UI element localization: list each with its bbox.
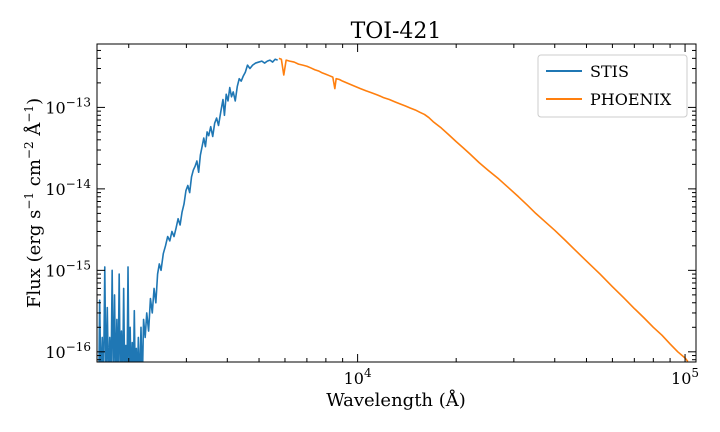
y-axis-label-prefix: Flux (erg s [24, 210, 45, 308]
x-axis-label: Wavelength (Å) [326, 389, 466, 411]
y-tick-label: 10−13 [45, 95, 91, 117]
y-axis-label-exp3: −1 [22, 105, 36, 123]
y-tick-label: 10−15 [45, 258, 91, 280]
chart-title: TOI-421 [351, 19, 442, 44]
legend: STIS PHOENIX [537, 54, 688, 118]
legend-label-phoenix: PHOENIX [590, 90, 672, 109]
series-line-phoenix [278, 57, 689, 362]
y-tick-label: 10−16 [45, 340, 91, 362]
y-axis-label-exp1: −1 [22, 192, 36, 210]
y-axis-label-exp2: −2 [22, 141, 36, 159]
series-layer [98, 57, 689, 362]
y-axis-label-mid1: cm [24, 159, 45, 192]
y-axis-label-mid2: Å [23, 122, 45, 142]
legend-label-stis: STIS [590, 62, 629, 81]
ticks-layer: 104 105 10−16 10−15 10−14 10−13 [45, 44, 699, 388]
y-axis-label: Flux (erg s−1 cm−2 Å−1) [22, 98, 45, 308]
y-axis-label-suffix: ) [24, 98, 45, 105]
plot-frame [96, 43, 697, 363]
y-tick-label: 10−14 [45, 177, 91, 199]
x-tick-label: 104 [344, 366, 372, 388]
x-tick-label: 105 [671, 366, 699, 388]
series-line-stis [98, 58, 278, 362]
